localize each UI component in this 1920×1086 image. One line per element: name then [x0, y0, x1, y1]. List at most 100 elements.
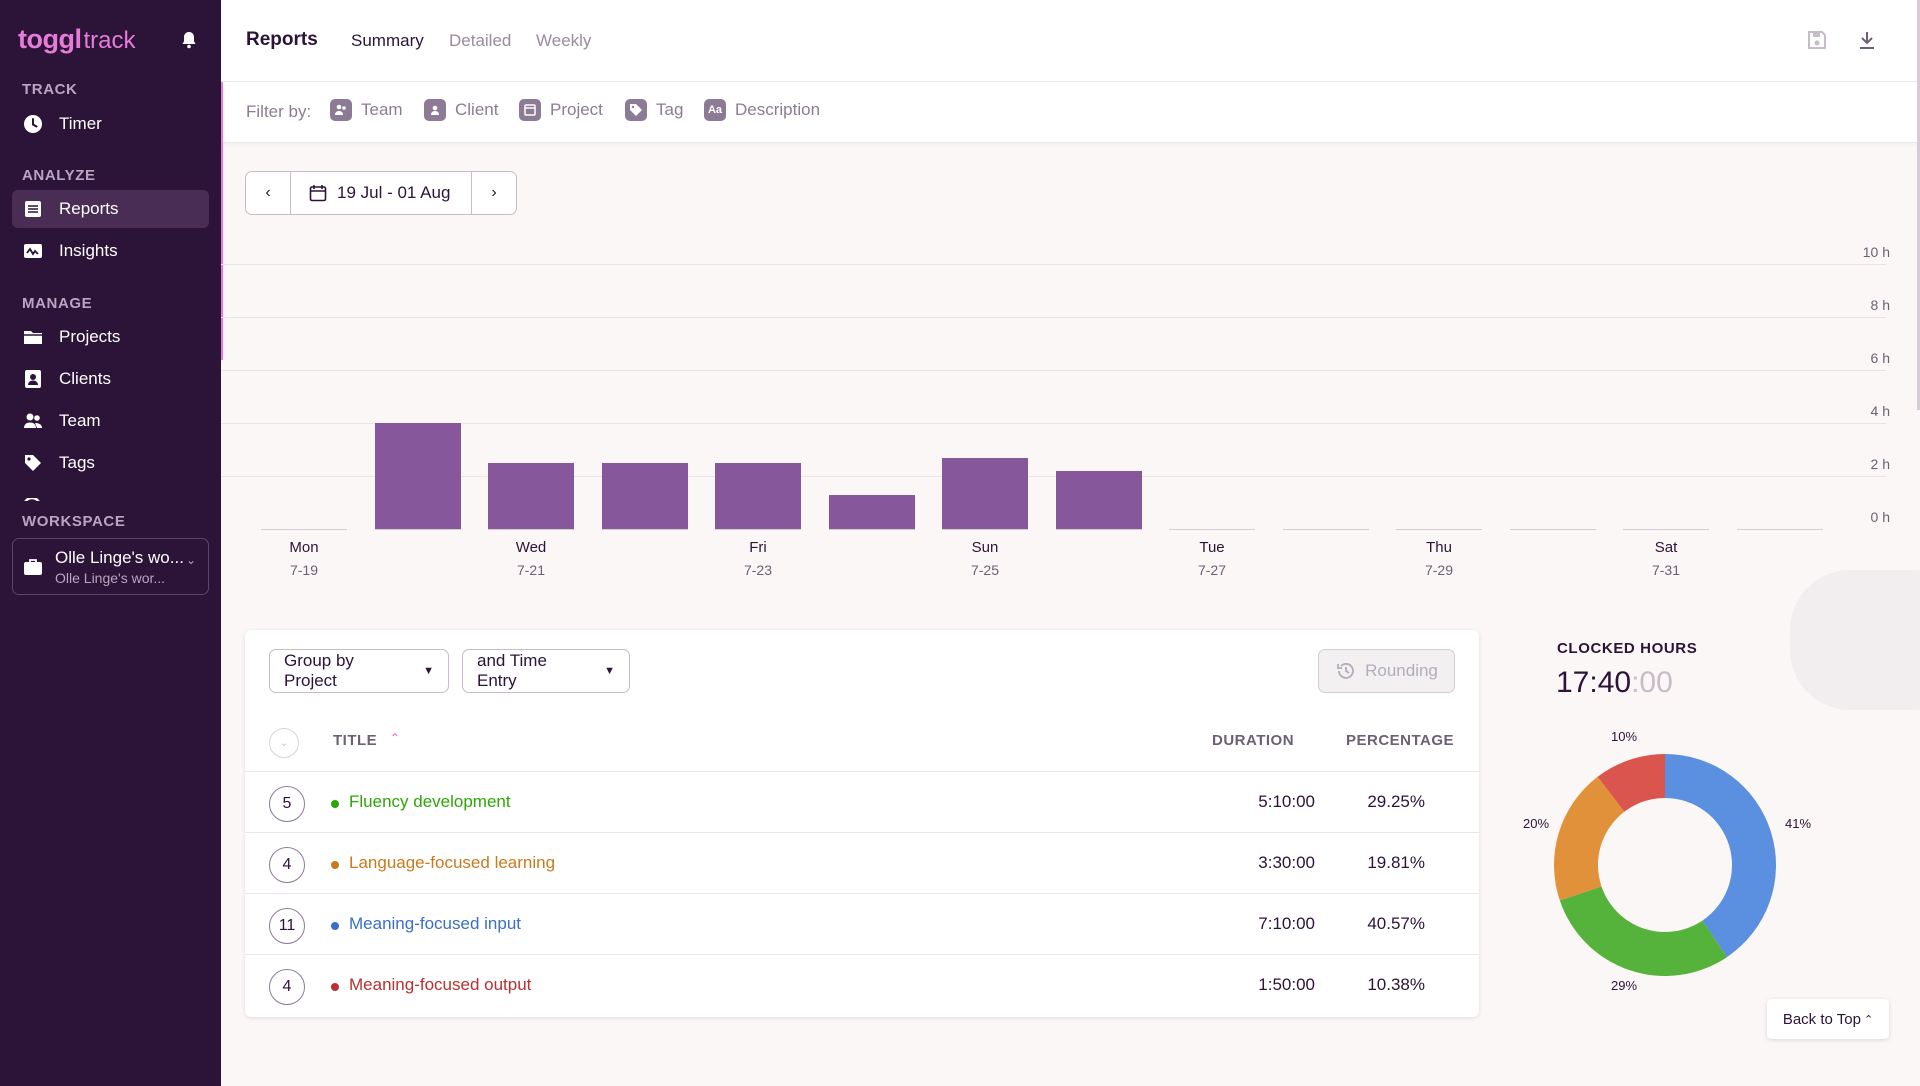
sidebar-item-timer[interactable]: Timer	[12, 105, 209, 143]
project-color-dot	[331, 861, 339, 869]
y-tick-label: 10 h	[1862, 244, 1890, 260]
donut-slice[interactable]	[1554, 776, 1625, 901]
project-name[interactable]: Language-focused learning	[349, 853, 556, 872]
chart-bar[interactable]	[828, 494, 915, 529]
clocked-hours-value: 17:40:00	[1556, 666, 1673, 700]
project-name[interactable]: Meaning-focused output	[349, 975, 532, 994]
bell-icon[interactable]	[179, 30, 199, 50]
y-tick-label: 4 h	[1870, 403, 1890, 419]
client-icon	[424, 99, 446, 121]
bar-baseline	[1055, 529, 1142, 530]
logo-toggl: toggl	[18, 24, 82, 54]
table-row[interactable]: 11 Meaning-focused input 7:10:00 40.57%	[245, 893, 1479, 954]
grid-line	[221, 317, 1886, 318]
project-color-dot	[331, 983, 339, 991]
donut-label: 10%	[1611, 729, 1638, 744]
column-percentage-header[interactable]: PERCENTAGE	[1346, 732, 1454, 749]
scrollbar[interactable]	[1917, 0, 1920, 410]
sidebar-item-team[interactable]: Team	[12, 402, 209, 440]
sub-group-select[interactable]: and Time Entry ▼	[462, 649, 630, 693]
x-date-label: 7-29	[1424, 562, 1454, 578]
entry-count-badge[interactable]: 5	[269, 786, 305, 822]
group-by-select[interactable]: Group by Project ▼	[269, 649, 449, 693]
text-icon-glyph: Aa	[707, 104, 723, 116]
bar-baseline	[601, 529, 688, 530]
chart-bar[interactable]	[601, 462, 688, 529]
project-color-dot	[331, 922, 339, 930]
project-summary-table: Group by Project ▼ and Time Entry ▼ Roun…	[245, 630, 1479, 1017]
chart-bar[interactable]	[488, 462, 574, 529]
donut-slice[interactable]	[1665, 754, 1776, 958]
workspace-switcher[interactable]: Olle Linge's wo... Olle Linge's wor... ⌄	[12, 538, 209, 595]
tab-summary[interactable]: Summary	[351, 31, 424, 50]
project-name[interactable]: Meaning-focused input	[349, 914, 522, 933]
sidebar-item-projects[interactable]: Projects	[12, 318, 209, 356]
donut-label: 29%	[1611, 978, 1638, 993]
chart-bar[interactable]	[1055, 471, 1142, 529]
tab-weekly[interactable]: Weekly	[536, 31, 592, 50]
duration-value: 1:50:00	[1258, 975, 1315, 994]
entry-count-badge[interactable]: 4	[269, 969, 305, 1005]
chevron-up-icon: ⌃	[1863, 1013, 1874, 1026]
column-duration-header[interactable]: DURATION	[1212, 732, 1294, 749]
chart-bar[interactable]	[374, 423, 461, 529]
clocked-hours-main: 17:40	[1556, 666, 1632, 699]
sidebar-item-reports[interactable]: Reports	[12, 190, 209, 228]
duration-value: 7:10:00	[1258, 914, 1315, 933]
date-range-field[interactable]: 19 Jul - 01 Aug	[290, 172, 472, 214]
filter-description[interactable]: Aa Description	[704, 99, 820, 121]
y-tick-label: 8 h	[1870, 297, 1890, 313]
toggl-logo[interactable]: toggl track	[18, 24, 136, 55]
select-all-checkbox[interactable]: ⌄	[269, 728, 299, 758]
download-icon[interactable]	[1855, 28, 1879, 52]
tab-detailed[interactable]: Detailed	[449, 31, 512, 50]
workspace-name: Olle Linge's wo...	[55, 547, 184, 567]
filter-project-label: Project	[550, 100, 603, 119]
project-name[interactable]: Fluency development	[349, 792, 511, 811]
filter-tag[interactable]: Tag	[625, 99, 683, 121]
chart-bar[interactable]	[942, 458, 1028, 529]
rounding-label: Rounding	[1365, 661, 1438, 680]
bar-baseline	[1509, 529, 1596, 530]
sidebar-item-tags[interactable]: Tags	[12, 444, 209, 482]
rounding-button[interactable]: Rounding	[1318, 649, 1455, 693]
filter-client[interactable]: Client	[424, 99, 498, 121]
duration-value: 3:30:00	[1258, 853, 1315, 872]
prev-period-button[interactable]: ‹	[246, 172, 290, 214]
x-day-label: Thu	[1426, 539, 1452, 556]
bar-baseline	[942, 529, 1028, 530]
tag-icon	[22, 452, 44, 474]
date-range-picker: ‹ 19 Jul - 01 Aug ›	[245, 171, 517, 215]
clocked-hours-title: CLOCKED HOURS	[1557, 640, 1698, 657]
client-icon	[22, 368, 44, 390]
date-range-label: 19 Jul - 01 Aug	[337, 183, 451, 202]
sidebar-item-clients[interactable]: Clients	[12, 360, 209, 398]
next-period-button[interactable]: ›	[472, 172, 516, 214]
save-icon[interactable]	[1806, 29, 1828, 51]
bar-baseline	[1396, 529, 1482, 530]
column-title-header[interactable]: TITLE ⌃	[333, 731, 400, 749]
logo-track: track	[83, 27, 136, 54]
filter-team[interactable]: Team	[330, 99, 403, 121]
project-icon	[519, 99, 541, 121]
x-date-label: 7-31	[1651, 562, 1681, 578]
percentage-value: 10.38%	[1367, 975, 1425, 994]
back-to-top-button[interactable]: Back to Top ⌃	[1767, 999, 1889, 1039]
entry-count-badge[interactable]: 11	[269, 908, 305, 944]
sidebar-item-label: Tags	[59, 453, 95, 472]
page-title: Reports	[246, 29, 318, 50]
donut-slice[interactable]	[1597, 754, 1665, 812]
donut-slice[interactable]	[1559, 886, 1728, 976]
sidebar-item-insights[interactable]: Insights	[12, 232, 209, 270]
table-row[interactable]: 5 Fluency development 5:10:00 29.25%	[245, 771, 1479, 832]
bar-baseline	[715, 529, 801, 530]
bar-baseline	[1282, 529, 1369, 530]
chart-bar[interactable]	[715, 462, 801, 529]
folder-icon	[22, 326, 44, 348]
table-row[interactable]: 4 Meaning-focused output 1:50:00 10.38%	[245, 954, 1479, 1015]
x-date-label: 7-25	[970, 562, 1000, 578]
daily-bar-chart: 0 h 2 h 4 h 6 h 8 h 10 h Mon 7-19 Wed 7-21 Fri 7-23…	[221, 244, 1920, 590]
table-row[interactable]: 4 Language-focused learning 3:30:00 19.8…	[245, 832, 1479, 893]
entry-count-badge[interactable]: 4	[269, 847, 305, 883]
filter-project[interactable]: Project	[519, 99, 603, 121]
